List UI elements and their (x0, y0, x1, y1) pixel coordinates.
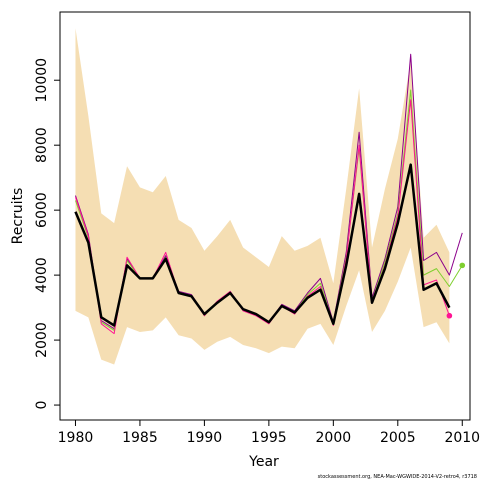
x-tick-label: 1990 (187, 430, 223, 446)
y-tick-label: 8000 (34, 127, 50, 163)
y-tick-label: 2000 (34, 322, 50, 358)
y-tick-label: 6000 (34, 192, 50, 228)
x-tick-label: 1985 (122, 430, 158, 446)
y-tick-label: 4000 (34, 257, 50, 293)
x-tick-label: 1995 (251, 430, 287, 446)
series-line (74, 163, 451, 327)
x-tick-label: 2000 (316, 430, 352, 446)
x-tick-label: 2005 (380, 430, 416, 446)
x-tick-label: 2010 (444, 430, 480, 446)
endpoint-marker (446, 312, 453, 319)
endpoint-marker (459, 262, 466, 269)
y-axis-label: Recruits (10, 188, 26, 245)
plot-frame (59, 11, 471, 421)
confidence-band (75, 28, 450, 365)
x-axis-label: Year (248, 454, 279, 470)
y-tick-label: 10000 (34, 58, 50, 103)
footnote: stockassessment.org, NEA-Mac-WGWIDE-2014… (318, 474, 477, 480)
x-tick-label: 1980 (58, 430, 94, 446)
plot-area (74, 28, 466, 365)
y-tick-label: 0 (34, 401, 50, 410)
